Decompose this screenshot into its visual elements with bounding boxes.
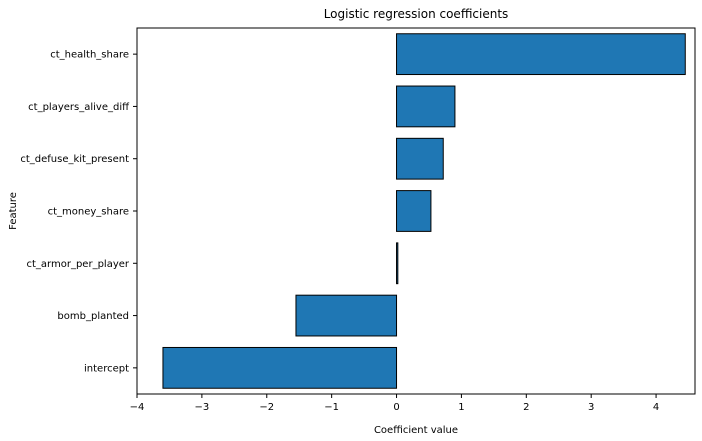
y-tick-label: intercept [84,363,129,374]
bar-ct-defuse-kit-present [396,137,444,180]
bar-ct-money-share [396,190,432,232]
x-tick-label: −4 [130,402,145,413]
bar-ct-health-share [396,33,686,76]
x-tick-label: −1 [324,402,339,413]
x-tick-label: 1 [458,402,464,413]
y-tick-label: ct_armor_per_player [27,259,130,270]
y-axis: ct_health_share ct_players_alive_diff ct_d… [20,50,137,374]
bar-ct-armor-per-player [396,242,399,285]
bar-ct-players-alive-diff [396,85,456,128]
y-tick-label: bomb_planted [57,311,129,322]
y-tick-label: ct_health_share [50,50,129,61]
x-tick-label: 0 [393,402,399,413]
bar-bomb-planted [295,294,398,337]
y-tick-label: ct_money_share [48,207,129,218]
x-axis-label: Coefficient value [374,425,458,436]
bar-intercept [162,346,398,389]
y-tick-label: ct_defuse_kit_present [20,154,129,165]
x-tick-label: 2 [523,402,529,413]
y-tick-label: ct_players_alive_diff [28,102,130,113]
x-axis: −4 −3 −2 −1 0 1 2 3 4 [130,394,659,413]
x-tick-label: 3 [588,402,594,413]
chart-title: Logistic regression coefficients [324,7,509,21]
x-tick-label: −2 [259,402,274,413]
y-axis-label: Feature [8,192,19,230]
bars-layer [162,33,686,389]
x-tick-label: 4 [653,402,659,413]
plot-frame [136,27,696,395]
x-tick-label: −3 [195,402,210,413]
